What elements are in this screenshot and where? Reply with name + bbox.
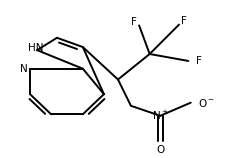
Text: F: F <box>196 56 202 66</box>
Text: HN: HN <box>28 43 44 53</box>
Text: O: O <box>156 145 164 155</box>
Text: F: F <box>181 16 187 26</box>
Text: N$^+$: N$^+$ <box>152 109 169 122</box>
Text: O$^-$: O$^-$ <box>198 97 215 109</box>
Text: F: F <box>131 17 137 27</box>
Text: N: N <box>20 64 27 74</box>
